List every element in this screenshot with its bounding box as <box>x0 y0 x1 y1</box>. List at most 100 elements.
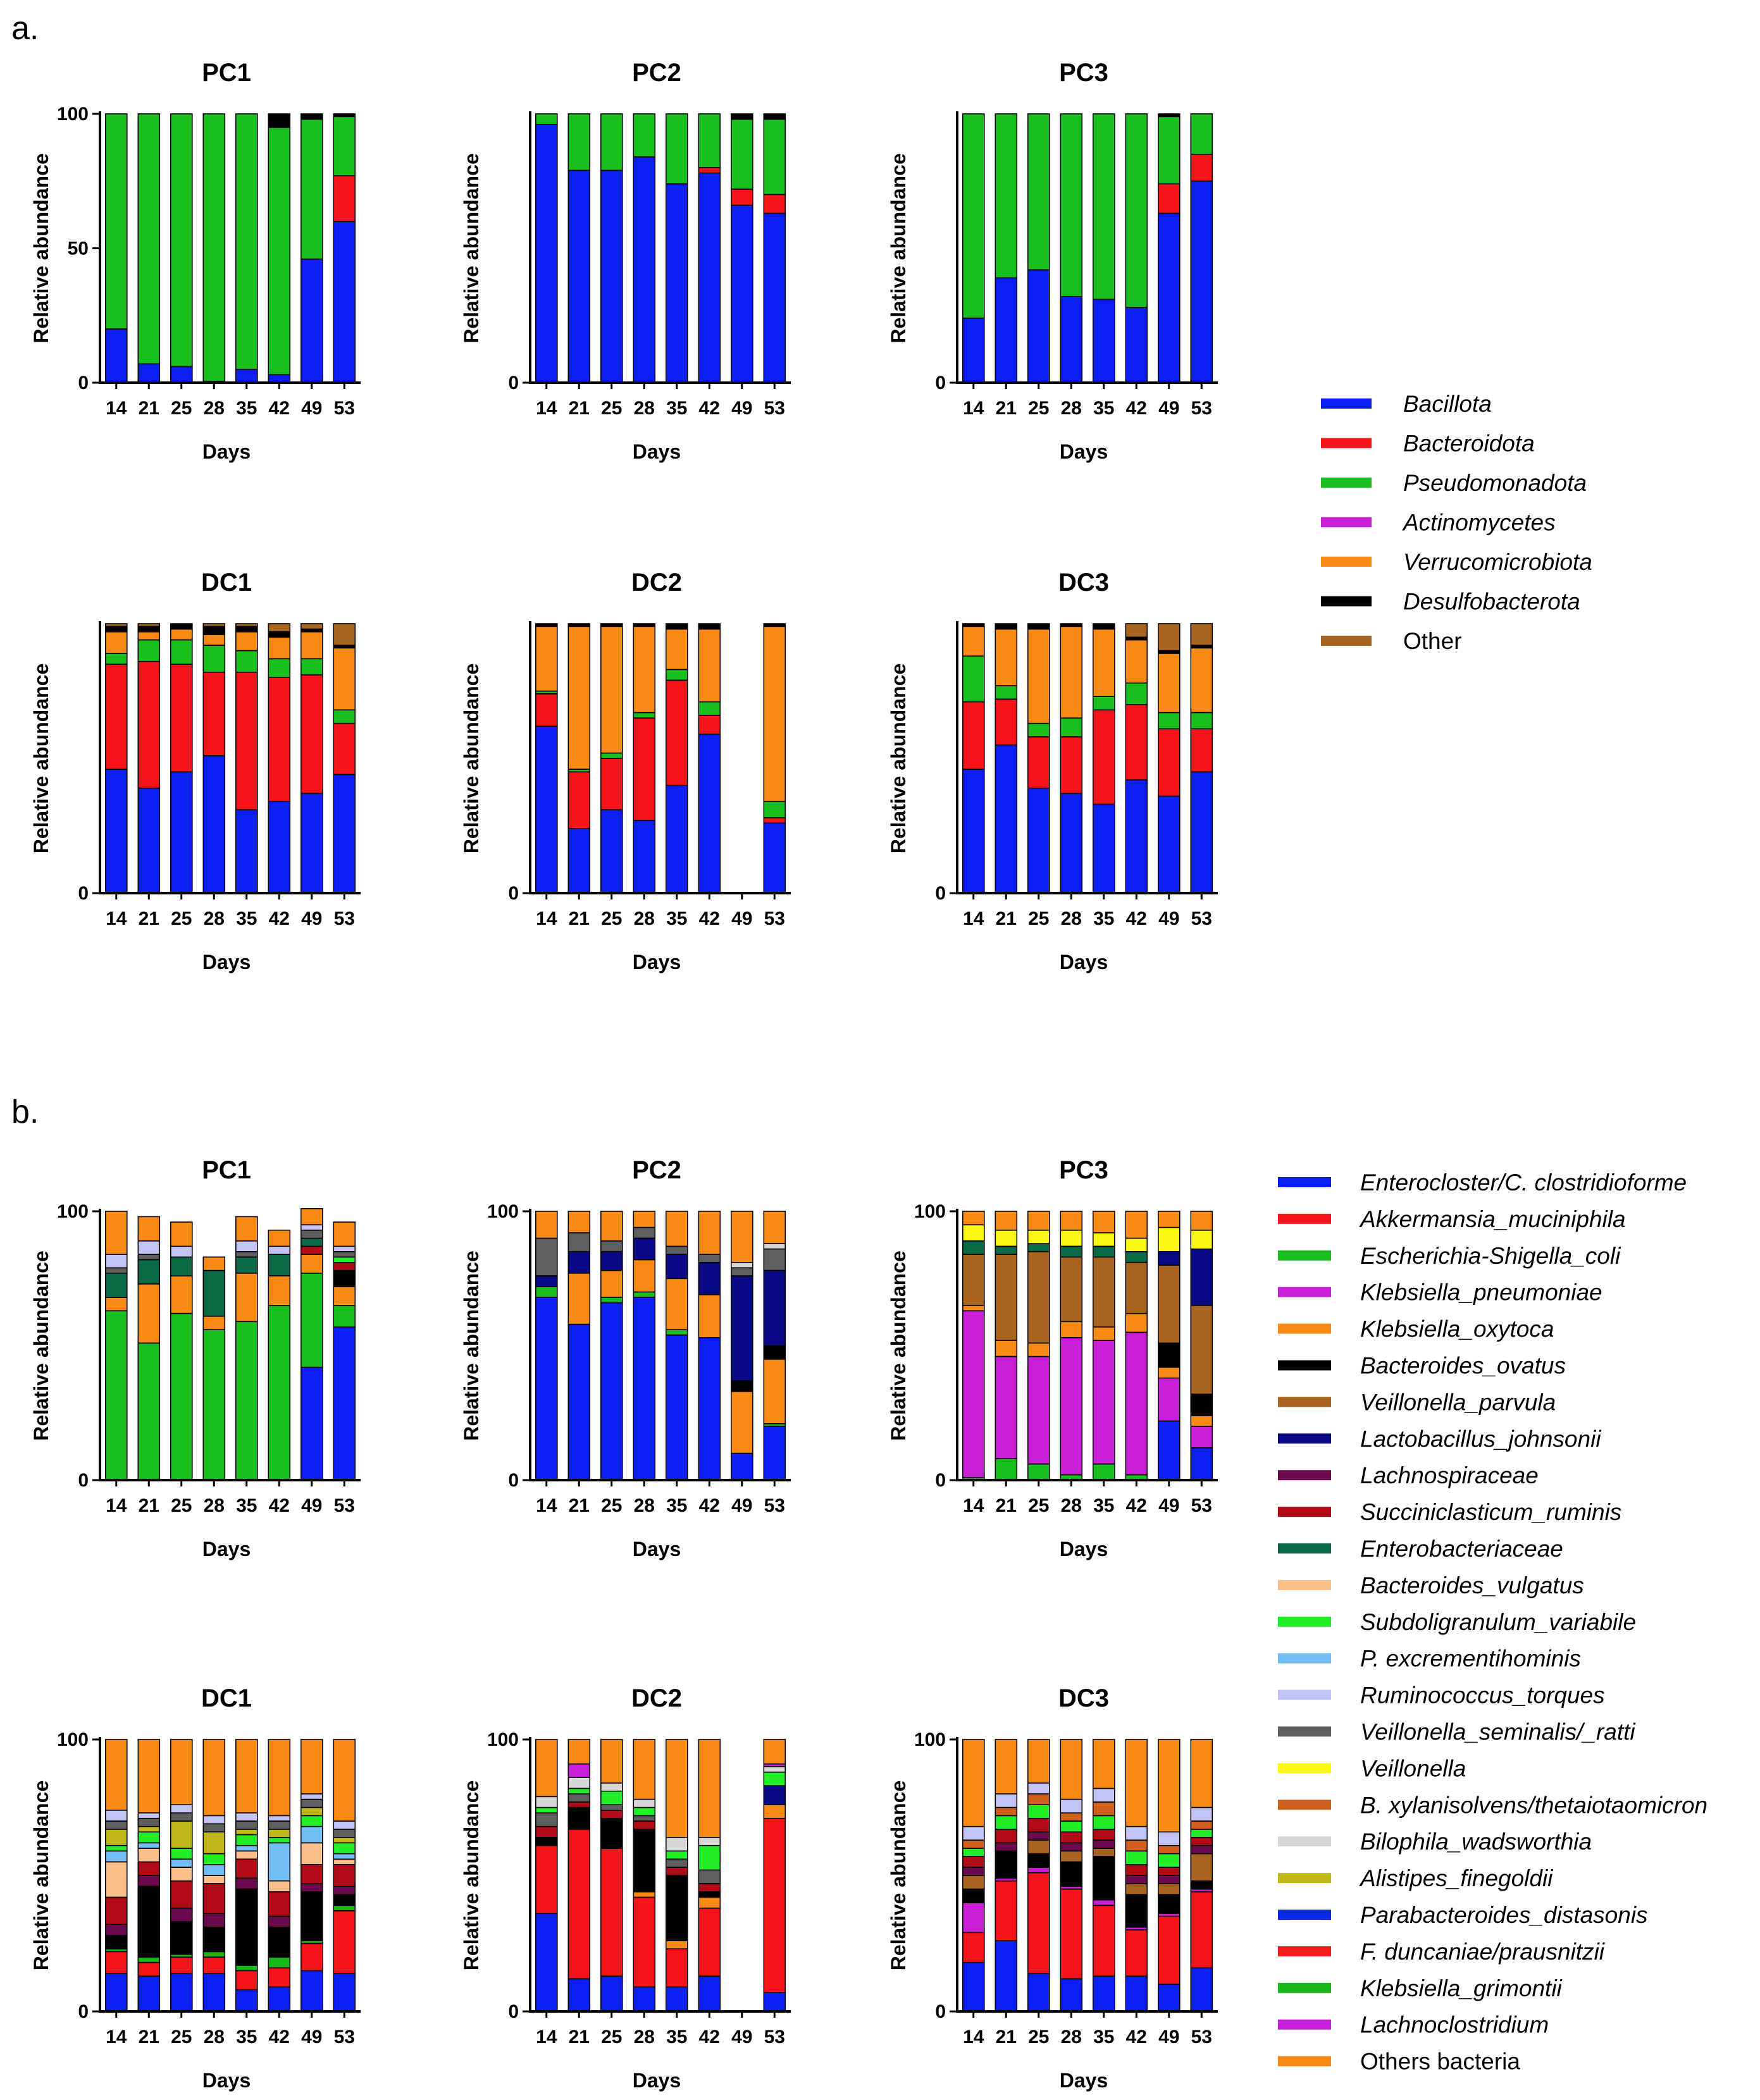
bar-segment-bacteroidota-day-49 <box>300 674 323 794</box>
x-tick-label: 49 <box>301 398 322 419</box>
bar-segment-others-bacteria-day-21 <box>137 1739 161 1813</box>
bar-segment-other-day-49 <box>300 623 323 630</box>
x-tick-label: 42 <box>269 1495 290 1516</box>
x-tick-label: 53 <box>764 2027 785 2048</box>
bar-segment-others-bacteria-day-14 <box>962 1739 985 1827</box>
bar-segment-subdoligranulum-variabile-day-35 <box>235 1834 258 1846</box>
y-axis-label: Relative abundance <box>30 664 53 854</box>
bar-segment-veillonella-seminalis-ratti-day-25 <box>600 1804 623 1811</box>
chart-title: DC1 <box>201 569 252 596</box>
bar-segment-verrucomicrobiota-day-21 <box>567 626 591 770</box>
bar-segment-others-bacteria-day-49 <box>300 1739 323 1794</box>
bar-segment-veillonella-seminalis-ratti-day-21 <box>567 1793 591 1803</box>
chart-a-pc3: PC3 14 21 25 28 35 42 49 53 0 Days Relative abundan… <box>887 59 1218 463</box>
bar-segment-bacillota-day-25 <box>1027 269 1050 383</box>
bar-segment-bacteroides-ovatus-day-14 <box>962 1888 985 1903</box>
bar-segment-akkermansia-muciniphila-day-53 <box>763 1817 786 1993</box>
chart-a-dc1: DC1 14 21 25 28 35 42 49 53 0 Days Relative abundan… <box>30 569 361 973</box>
bar-segment-succiniclasticum-ruminis-day-25 <box>1027 1817 1050 1832</box>
legend-label-veillonella: Veillonella <box>1360 1755 1466 1781</box>
bar-segment-bacteroides-ovatus-day-14 <box>535 1837 558 1846</box>
bar-segment-bacteroides-ovatus-day-49 <box>1158 1894 1181 1915</box>
bar-segment-succiniclasticum-ruminis-day-21 <box>567 1801 591 1808</box>
x-tick-label: 35 <box>666 908 687 929</box>
bar-segment-bacteroides-ovatus-day-49 <box>1158 1342 1181 1368</box>
bar-segment-veillonella-seminalis-ratti-day-14 <box>105 1820 128 1830</box>
bar-segment-pseudomonadota-day-28 <box>202 113 226 382</box>
bar-segment-enterocloster-c-clostridioforme-day-25 <box>600 1975 623 2012</box>
bar-segment-other-day-42 <box>1125 623 1148 638</box>
bar-segment-escherichia-shigella-coli-day-35 <box>1093 1463 1115 1481</box>
bar-segment-bacteroides-ovatus-day-53 <box>333 1894 356 1906</box>
bar-segment-verrucomicrobiota-day-28 <box>633 626 656 713</box>
chart-a-dc3: DC3 14 21 25 28 35 42 49 53 0 Days Relative abundan… <box>887 569 1218 973</box>
legend-swatch-lachnoclostridium <box>1278 2019 1331 2030</box>
bar-segment-pseudomonadota-day-28 <box>633 712 656 719</box>
bar-segment-bilophila-wadsworthia-day-49 <box>731 1262 753 1269</box>
bar-segment-others-bacteria-day-14 <box>535 1211 558 1239</box>
legend-label-actinomycetes: Actinomycetes <box>1402 510 1556 536</box>
y-axis-label: Relative abundance <box>887 1251 910 1441</box>
y-axis-label: Relative abundance <box>460 1781 483 1971</box>
x-tick-label: 49 <box>1158 398 1179 419</box>
bar-segment-ruminococcus-torques-day-42 <box>1125 1825 1148 1841</box>
x-tick-label: 42 <box>699 1495 720 1516</box>
bar-segment-alistipes-finegoldii-day-21 <box>137 1825 161 1833</box>
bar-segment-lachnospiraceae-day-14 <box>962 1867 985 1876</box>
bar-segment-veillonella-parvula-day-25 <box>1027 1251 1050 1344</box>
bar-segment-klebsiella-pneumoniae-day-14 <box>962 1310 985 1478</box>
bar-segment-bacteroidota-day-53 <box>1190 154 1213 182</box>
bar-segment-pseudomonadota-day-25 <box>1027 722 1050 738</box>
bar-segment-others-bacteria-day-14 <box>962 1211 985 1226</box>
legend-label-others-bacteria: Others bacteria <box>1360 2049 1520 2075</box>
x-tick-label: 25 <box>1028 1495 1049 1516</box>
legend-label-bacillota: Bacillota <box>1403 391 1492 417</box>
bar-segment-others-bacteria-day-21 <box>137 1216 161 1242</box>
y-axis-label: Relative abundance <box>460 153 483 343</box>
bar-segment-others-bacteria-day-53 <box>1190 1211 1213 1231</box>
x-tick-label: 28 <box>1061 908 1082 929</box>
bar-segment-klebsiella-pneumoniae-day-14 <box>962 1902 985 1934</box>
legend-swatch-klebsiella-grimontii <box>1278 1982 1331 1993</box>
bar-segment-lachnospiraceae-day-28 <box>1060 1842 1083 1852</box>
bar-segment-desulfobacterota-day-21 <box>995 623 1018 630</box>
x-tick-label: 53 <box>764 398 785 419</box>
bar-segment-enterocloster-c-clostridioforme-day-53 <box>333 1973 356 2012</box>
bar-segment-verrucomicrobiota-day-14 <box>105 631 128 654</box>
x-tick-label: 42 <box>699 2027 720 2048</box>
bar-segment-pseudomonadota-day-49 <box>1158 712 1181 729</box>
bar-segment-others-bacteria-day-42 <box>268 1739 291 1817</box>
bar-segment-lachnospiraceae-day-21 <box>995 1842 1018 1852</box>
bar-segment-bacteroidota-day-21 <box>995 698 1018 746</box>
bar-segment-desulfobacterota-day-21 <box>137 626 161 633</box>
legend-swatch-bacteroides-ovatus <box>1278 1360 1331 1371</box>
bar-segment-veillonella-parvula-day-28 <box>1060 1850 1083 1863</box>
bar-segment-akkermansia-muciniphila-day-28 <box>633 1896 656 1988</box>
bar-segment-p-excrementihominis-day-42 <box>268 1842 291 1882</box>
bar-segment-veillonella-parvula-day-35 <box>1093 1256 1115 1328</box>
x-tick-label: 25 <box>171 1495 192 1516</box>
bar-segment-succiniclasticum-ruminis-day-28 <box>202 1883 226 1914</box>
legend-label-b-xylanisolvens-thetaiotaomicron: B. xylanisolvens/thetaiotaomicron <box>1360 1792 1707 1818</box>
bar-segment-klebsiella-pneumoniae-day-21 <box>995 1356 1018 1459</box>
bar-segment-veillonella-parvula-day-14 <box>962 1875 985 1890</box>
bar-segment-bacteroides-ovatus-day-49 <box>731 1380 753 1392</box>
bar-segment-others-bacteria-day-14 <box>105 1739 128 1811</box>
bar-segment-bacillota-day-14 <box>535 726 558 894</box>
bar-segment-bacteroides-ovatus-day-53 <box>1190 1880 1213 1890</box>
bar-segment-ruminococcus-torques-day-14 <box>105 1254 128 1269</box>
bar-segment-lachnospiraceae-day-35 <box>235 1877 258 1890</box>
bar-segment-bacteroidota-day-53 <box>333 722 356 775</box>
chart-b-dc1: DC1 14 21 25 28 35 42 49 53 0 100 Days Relative abun… <box>30 1684 361 2092</box>
bar-segment-subdoligranulum-variabile-day-35 <box>1093 1815 1115 1830</box>
bar-segment-bilophila-wadsworthia-day-35 <box>666 1837 688 1852</box>
bar-segment-lachnospiraceae-day-25 <box>170 1907 193 1922</box>
bar-segment-succiniclasticum-ruminis-day-42 <box>698 1883 721 1893</box>
bar-segment-bacillota-day-25 <box>170 771 193 894</box>
bar-segment-pseudomonadota-day-35 <box>666 113 688 185</box>
bar-segment-akkermansia-muciniphila-day-53 <box>333 1910 356 1974</box>
y-axis-label: Relative abundance <box>887 153 910 343</box>
chart-b-dc2: DC2 14 21 25 28 35 42 49 53 0 100 Days Relative abun… <box>460 1684 791 2092</box>
bar-segment-pseudomonadota-day-49 <box>300 118 323 260</box>
bar-segment-others-bacteria-day-25 <box>1027 1211 1050 1231</box>
